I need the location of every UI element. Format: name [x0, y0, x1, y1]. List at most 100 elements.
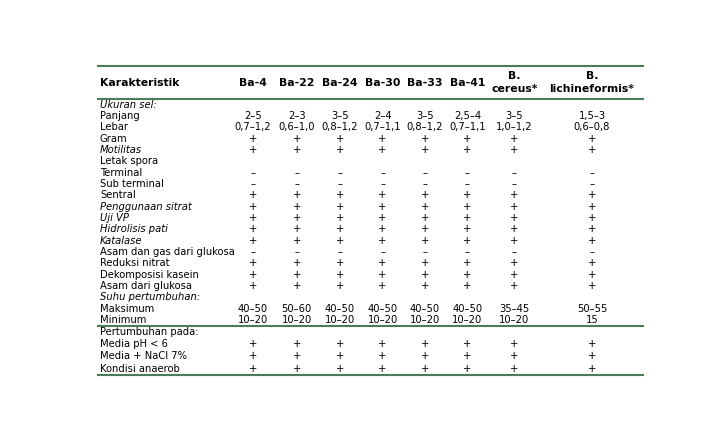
Text: 40–50: 40–50 [453, 303, 482, 314]
Text: +: + [249, 339, 257, 349]
Text: B.
lichineformis*: B. lichineformis* [549, 71, 635, 94]
Text: +: + [510, 213, 518, 223]
Text: +: + [293, 145, 301, 155]
Text: 0,8–1,2: 0,8–1,2 [407, 122, 443, 132]
Text: +: + [463, 224, 471, 235]
Text: 2–4: 2–4 [374, 111, 391, 121]
Text: +: + [293, 202, 301, 212]
Text: +: + [510, 339, 518, 349]
Text: Ba-22: Ba-22 [279, 77, 315, 88]
Text: +: + [249, 351, 257, 362]
Text: +: + [249, 213, 257, 223]
Text: 3–5: 3–5 [331, 111, 348, 121]
Text: 0,6–0,8: 0,6–0,8 [574, 122, 610, 132]
Text: +: + [378, 224, 387, 235]
Text: +: + [510, 364, 518, 374]
Text: Lebar: Lebar [100, 122, 128, 132]
Text: +: + [421, 339, 429, 349]
Text: 50–55: 50–55 [577, 303, 607, 314]
Text: 40–50: 40–50 [367, 303, 398, 314]
Text: +: + [588, 339, 596, 349]
Text: Ukuran sel:: Ukuran sel: [100, 100, 157, 110]
Text: +: + [421, 351, 429, 362]
Text: Sentral: Sentral [100, 190, 136, 200]
Text: +: + [510, 224, 518, 235]
Text: +: + [335, 190, 344, 200]
Text: 0,8–1,2: 0,8–1,2 [322, 122, 358, 132]
Text: +: + [335, 351, 344, 362]
Text: 50–60: 50–60 [281, 303, 312, 314]
Text: –: – [512, 168, 517, 178]
Text: +: + [249, 145, 257, 155]
Text: +: + [378, 270, 387, 279]
Text: +: + [463, 281, 471, 291]
Text: 40–50: 40–50 [238, 303, 268, 314]
Text: 0,6–1,0: 0,6–1,0 [278, 122, 315, 132]
Text: 0,7–1,1: 0,7–1,1 [449, 122, 486, 132]
Text: 10–20: 10–20 [238, 315, 268, 325]
Text: Sub terminal: Sub terminal [100, 179, 164, 189]
Text: Dekomposisi kasein: Dekomposisi kasein [100, 270, 199, 279]
Text: 35–45: 35–45 [500, 303, 529, 314]
Text: –: – [512, 247, 517, 257]
Text: Karakteristik: Karakteristik [100, 77, 179, 88]
Text: +: + [588, 134, 596, 144]
Text: +: + [293, 224, 301, 235]
Text: +: + [335, 258, 344, 268]
Text: +: + [249, 364, 257, 374]
Text: 10–20: 10–20 [281, 315, 312, 325]
Text: –: – [250, 247, 255, 257]
Text: –: – [465, 247, 470, 257]
Text: +: + [335, 213, 344, 223]
Text: +: + [249, 236, 257, 246]
Text: +: + [463, 258, 471, 268]
Text: Maksimum: Maksimum [100, 303, 154, 314]
Text: –: – [589, 247, 594, 257]
Text: +: + [293, 258, 301, 268]
Text: +: + [293, 134, 301, 144]
Text: Ba-24: Ba-24 [322, 77, 358, 88]
Text: +: + [588, 145, 596, 155]
Text: –: – [465, 168, 470, 178]
Text: +: + [463, 351, 471, 362]
Text: 40–50: 40–50 [325, 303, 355, 314]
Text: +: + [588, 258, 596, 268]
Text: +: + [378, 364, 387, 374]
Text: +: + [249, 270, 257, 279]
Text: +: + [421, 213, 429, 223]
Text: +: + [378, 213, 387, 223]
Text: –: – [512, 179, 517, 189]
Text: +: + [463, 145, 471, 155]
Text: Minimum: Minimum [100, 315, 146, 325]
Text: +: + [378, 281, 387, 291]
Text: –: – [589, 179, 594, 189]
Text: 2–3: 2–3 [288, 111, 306, 121]
Text: +: + [293, 190, 301, 200]
Text: 3–5: 3–5 [505, 111, 523, 121]
Text: Suhu pertumbuhan:: Suhu pertumbuhan: [100, 292, 200, 302]
Text: +: + [335, 134, 344, 144]
Text: 10–20: 10–20 [452, 315, 482, 325]
Text: +: + [463, 213, 471, 223]
Text: –: – [589, 168, 594, 178]
Text: +: + [588, 281, 596, 291]
Text: +: + [421, 236, 429, 246]
Text: +: + [293, 339, 301, 349]
Text: +: + [335, 339, 344, 349]
Text: +: + [378, 190, 387, 200]
Text: –: – [338, 168, 343, 178]
Text: +: + [588, 202, 596, 212]
Text: –: – [294, 247, 299, 257]
Text: Media + NaCl 7%: Media + NaCl 7% [100, 351, 187, 362]
Text: +: + [510, 190, 518, 200]
Text: Pertumbuhan pada:: Pertumbuhan pada: [100, 327, 198, 337]
Text: –: – [294, 168, 299, 178]
Text: B.
cereus*: B. cereus* [491, 71, 538, 94]
Text: 1,0–1,2: 1,0–1,2 [496, 122, 533, 132]
Text: Asam dari glukosa: Asam dari glukosa [100, 281, 192, 291]
Text: +: + [421, 270, 429, 279]
Text: +: + [588, 213, 596, 223]
Text: +: + [293, 270, 301, 279]
Text: +: + [249, 258, 257, 268]
Text: Katalase: Katalase [100, 236, 142, 246]
